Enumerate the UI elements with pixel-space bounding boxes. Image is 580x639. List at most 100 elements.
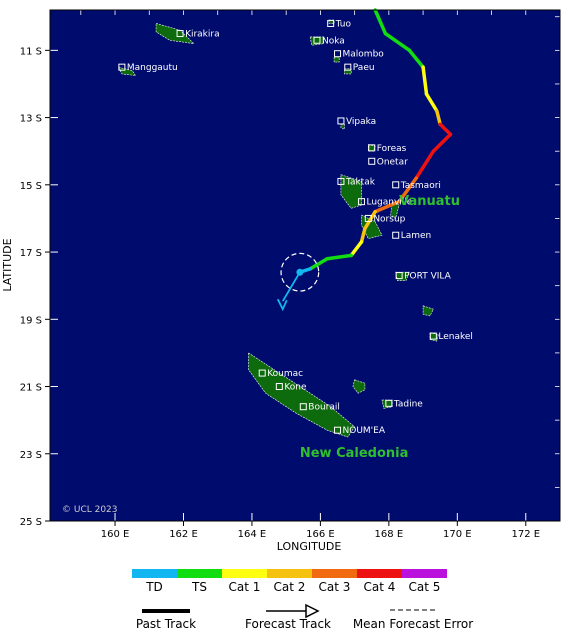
place-marker [327, 19, 335, 27]
x-tick-label: 160 E [101, 529, 130, 540]
copyright-text: © UCL 2023 [62, 505, 118, 515]
place-marker [344, 63, 352, 71]
legend-swatch [267, 569, 312, 578]
y-tick-label: 19 S [20, 315, 42, 326]
place-label: Tasmaori [400, 181, 441, 191]
y-tick-label: 21 S [20, 383, 42, 394]
legend-category-label: Cat 4 [364, 580, 396, 594]
legend-swatch [177, 569, 222, 578]
axis-ticks: 160 E 162 E 164 E 166 E 168 E 170 E 172 E 11 S 1… [20, 10, 560, 540]
legend-category-label: Cat 3 [319, 580, 351, 594]
place-marker [258, 369, 266, 377]
vanikoro-island [344, 68, 352, 75]
place-marker [385, 399, 393, 407]
past-track-segment [431, 132, 453, 153]
place-label: Taktak [345, 177, 376, 187]
legend-swatch [222, 569, 267, 578]
place-marker [364, 214, 372, 222]
y-tick-label: 15 S [20, 181, 42, 192]
past-track-segment [308, 257, 329, 271]
legend: TD TS Cat 1 Cat 2 Cat 3 Cat 4 Cat 5 Past Track… [132, 569, 473, 631]
place-label: Tadine [393, 399, 423, 409]
place-marker [429, 332, 437, 340]
region-label: New Caledonia [300, 446, 409, 461]
past-track-segment [424, 92, 439, 113]
x-tick-label: 170 E [443, 529, 472, 540]
x-tick-label: 162 E [169, 529, 198, 540]
place-marker [368, 144, 376, 152]
past-track-segment [407, 48, 425, 69]
place-marker [337, 177, 345, 185]
place-marker [176, 30, 184, 38]
track-type-legend: Past Track Forecast Track Mean Forecast … [136, 603, 473, 631]
legend-category-label: TD [145, 580, 163, 594]
legend-swatch [357, 569, 402, 578]
place-label: Norsup [373, 214, 405, 224]
forecast-arrow-icon [305, 603, 320, 619]
y-tick-label: 13 S [20, 114, 42, 125]
lifou-island [352, 379, 366, 394]
place-label: PORT VILA [404, 272, 452, 282]
past-track-segment [438, 122, 453, 137]
place-label: Lamen [401, 231, 432, 241]
place-label: Bourail [308, 403, 340, 413]
legend-category-label: Cat 2 [274, 580, 306, 594]
region-labels-layer: Vanuatu New Caledonia [300, 194, 460, 461]
past-track-segment [349, 240, 364, 258]
y-axis-title: LATITUDE [1, 238, 14, 291]
y-tick-label: 17 S [20, 248, 42, 259]
place-label: Tuo [335, 19, 352, 29]
x-tick-label: 168 E [375, 529, 404, 540]
past-track-segment [359, 226, 367, 244]
map-plot-area: 160 E 162 E 164 E 166 E 168 E 170 E 172 E 11 S 1… [20, 8, 561, 540]
past-track-label: Past Track [136, 617, 196, 631]
y-tick-label: 23 S [20, 450, 42, 461]
x-tick-label: 166 E [306, 529, 335, 540]
legend-swatch [132, 569, 177, 578]
legend-swatch [402, 569, 447, 578]
past-track-segment [383, 31, 412, 53]
map-frame [49, 9, 561, 522]
place-label: Luganville [366, 198, 412, 208]
legend-category-label: Cat 5 [409, 580, 441, 594]
forecast-arrow-head [276, 298, 288, 312]
place-marker [334, 50, 342, 58]
place-label: Foreas [377, 144, 407, 154]
place-label: Malombo [343, 50, 385, 60]
place-marker [299, 403, 307, 411]
place-marker [368, 157, 376, 165]
past-track-segment [373, 199, 401, 214]
place-label: NOUM'EA [343, 426, 386, 436]
place-marker [392, 181, 400, 189]
storm-track-layer [276, 8, 453, 312]
legend-category-label: Cat 1 [229, 580, 261, 594]
past-track-segment [363, 209, 377, 231]
x-axis-title: LONGITUDE [277, 540, 342, 553]
x-tick-label: 172 E [511, 529, 540, 540]
current-position-marker [296, 268, 304, 276]
place-marker [334, 426, 342, 434]
legend-swatch [312, 569, 357, 578]
utupua-island [333, 56, 340, 63]
place-marker [337, 117, 345, 125]
past-track-segment [414, 149, 436, 180]
forecast-track-line [281, 271, 301, 302]
place-label: Kirakira [185, 30, 220, 40]
rennell-island [117, 66, 137, 76]
erromango [422, 305, 434, 317]
y-tick-label: 11 S [20, 46, 42, 57]
mean-forecast-error-label: Mean Forecast Error [353, 617, 473, 631]
forecast-track-label: Forecast Track [245, 617, 331, 631]
place-marker [313, 36, 321, 44]
past-track-segment [435, 109, 442, 127]
place-markers-layer: Tuo Kirakira Noka Malombo Manggautu Paeu Vipak… [118, 19, 473, 436]
place-marker [392, 231, 400, 239]
makira-island [155, 23, 195, 45]
place-marker [395, 272, 403, 280]
place-label: Paeu [353, 63, 375, 73]
past-track-segment [397, 176, 418, 204]
past-track-segment [421, 65, 429, 96]
place-label: Noka [322, 36, 345, 46]
place-marker [357, 198, 365, 206]
